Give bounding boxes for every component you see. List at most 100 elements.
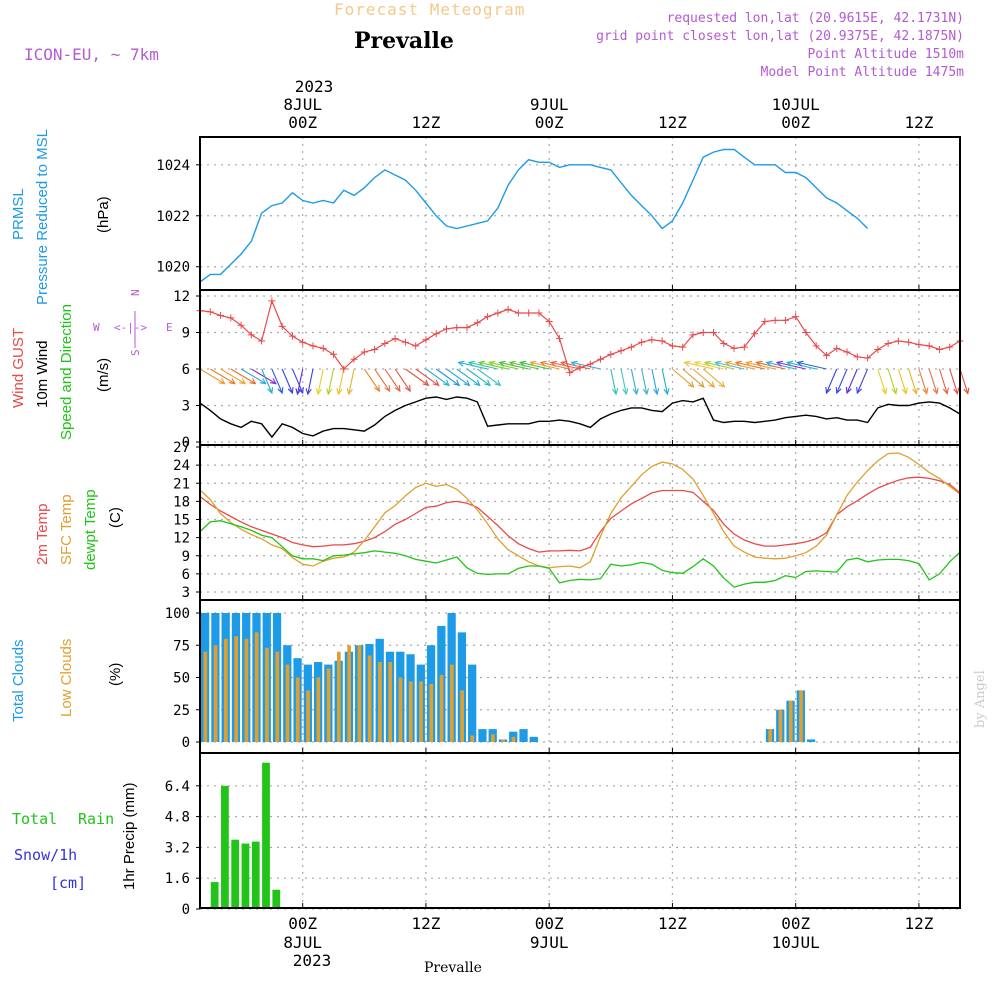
gust-marker [597, 355, 605, 363]
total-cloud-bar [478, 729, 487, 742]
wind-arrow-head [315, 388, 322, 396]
cloud-labels: Total Clouds Low Clouds (%) [10, 639, 124, 722]
wind-arrow-head [765, 360, 773, 367]
grid-point-coords: grid point closest lon,lat (20.9375E, 42… [596, 29, 964, 44]
wind-arrow-head [693, 360, 701, 367]
gust-marker [309, 342, 317, 350]
wind-direction-arrow [887, 368, 897, 394]
wind-arrow-head [932, 387, 939, 395]
wind-direction-arrow [291, 368, 304, 394]
wind-arrow-head [785, 360, 794, 367]
wind-arrow-head [642, 388, 650, 396]
top-time-label: 12Z [904, 113, 933, 132]
wind-direction-arrow [682, 368, 705, 388]
wind-direction-arrow [908, 368, 917, 394]
gust-marker [206, 308, 214, 316]
gust-marker [555, 335, 563, 343]
low-cloud-bar [224, 638, 228, 742]
low-cloud-bar [316, 677, 321, 742]
top-day-label: 9JUL [530, 95, 569, 114]
top-time-label: 00Z [535, 113, 564, 132]
low-cloud-bar [470, 735, 475, 742]
compass-south: S [129, 349, 142, 356]
wind-direction-arrow [928, 368, 938, 394]
wind-arrow-head [484, 379, 491, 387]
y-tick-label: 1020 [156, 260, 190, 276]
bottom-day-label: 9JUL [530, 933, 569, 952]
gust-marker [689, 331, 697, 339]
gust-marker [391, 335, 399, 343]
gust-marker [740, 343, 748, 351]
y-tick-label: 12 [173, 531, 190, 547]
wind-arrow-head [477, 360, 486, 367]
gust-marker [802, 329, 810, 336]
gust-marker [525, 309, 533, 317]
low-cloud-bar [326, 668, 331, 742]
gust-marker [617, 347, 625, 355]
gust-line [199, 298, 961, 374]
wind-direction-arrow [959, 368, 969, 394]
gust-marker [340, 365, 348, 373]
top-time-label: 12Z [658, 113, 687, 132]
top-day-label: 10JUL [772, 95, 820, 114]
top-day-label: 8JUL [283, 95, 322, 114]
wind-arrow-head [539, 360, 547, 367]
wind-arrow-head [724, 360, 732, 367]
wind-direction-arrow [338, 368, 345, 395]
wind-gust-label: Wind GUST [10, 328, 27, 408]
temp-labels: 2m Temp SFC Temp dewpt Temp (C) [34, 489, 124, 570]
low-cloud-bar [213, 645, 218, 742]
wind-arrow-head [518, 360, 527, 367]
wind-10m-label: 10m Wind [34, 340, 51, 408]
wind-arrow-head [432, 379, 440, 387]
y-tick-label: 4.8 [165, 810, 190, 826]
compass-east: E [166, 321, 173, 334]
pressure-line [199, 148, 869, 283]
cm-label: [cm] [50, 874, 86, 892]
gust-marker [545, 318, 553, 326]
hpa-label: (hPa) [95, 196, 112, 233]
gust-marker [884, 339, 892, 347]
wind-direction-arrow [317, 368, 324, 395]
gust-marker [781, 316, 789, 324]
top-year-label: 2023 [295, 77, 334, 96]
celsius-label: (C) [107, 507, 124, 528]
gust-marker [812, 342, 820, 350]
gust-marker [319, 344, 327, 352]
wind-direction-arrow [394, 368, 411, 392]
y-tick-label: 0 [182, 435, 190, 451]
gust-marker [237, 321, 245, 329]
wind-direction-arrow [692, 368, 715, 388]
dewpt-label: dewpt Temp [82, 489, 99, 570]
gust-marker [299, 338, 307, 346]
wind-direction-arrow [425, 368, 450, 386]
gust-marker [504, 305, 512, 313]
prmsl-label: PRMSL [10, 188, 27, 240]
bottom-time-label: 12Z [658, 914, 687, 933]
y-tick-label: 6 [182, 362, 190, 378]
wind-direction-arrow [846, 368, 858, 394]
wind-direction-arrow [630, 368, 638, 395]
y-tick-label: 6.4 [165, 779, 190, 795]
wind-arrow-head [374, 385, 380, 393]
wind-arrow-head [549, 360, 558, 367]
pressure-labels: PRMSL Pressure Reduced to MSL (hPa) [10, 129, 112, 305]
wind-direction-arrow [327, 368, 335, 395]
gust-marker [576, 364, 584, 372]
low-cloud-bar [234, 636, 239, 742]
wind-arrow-head [560, 360, 568, 367]
low-cloud-bar [460, 690, 464, 742]
wind-arrow-head [442, 379, 450, 387]
gust-marker [874, 346, 882, 354]
gust-marker [905, 338, 913, 346]
y-tick-label: 1.6 [165, 871, 190, 887]
gust-marker [658, 337, 666, 345]
gust-marker [822, 352, 830, 360]
wind-arrow-head [259, 378, 267, 385]
wind-arrow-head [494, 379, 502, 387]
rain-label: Rain [78, 810, 114, 828]
rain-bar [262, 762, 270, 909]
wind-direction-arrow [672, 368, 694, 388]
wind-arrow-head [881, 387, 888, 395]
wind-direction-arrow [209, 368, 236, 385]
